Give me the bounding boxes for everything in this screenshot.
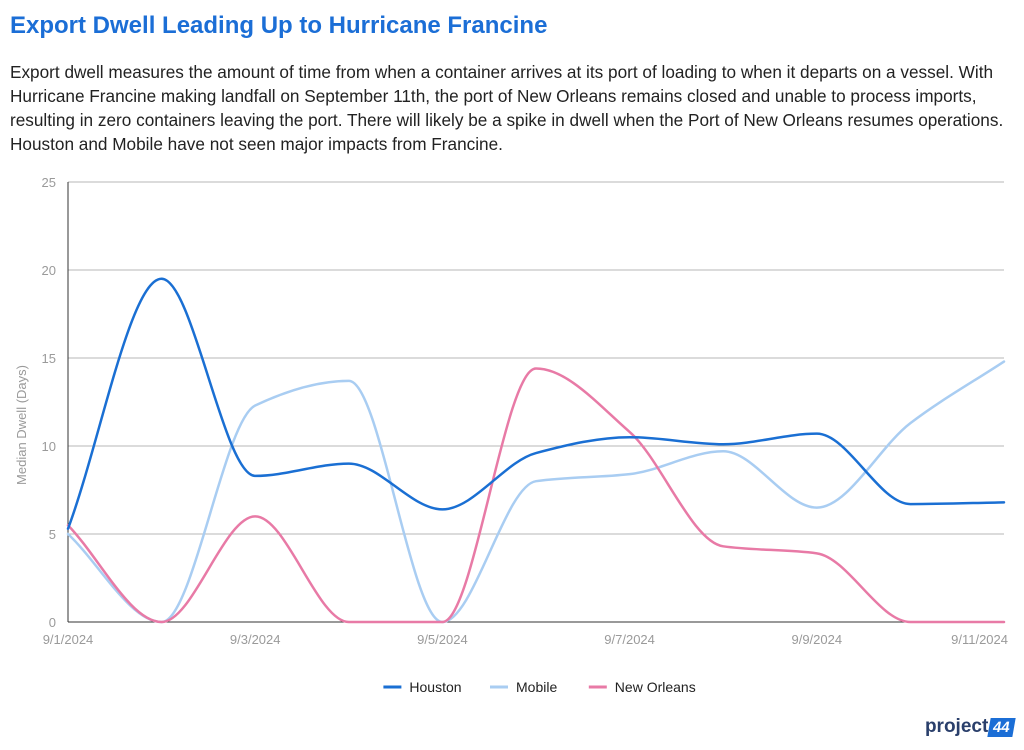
y-axis-label: Median Dwell (Days) — [14, 365, 29, 485]
legend-item-mobile[interactable]: Mobile — [490, 679, 557, 695]
x-tick-label: 9/3/2024 — [230, 632, 281, 647]
y-tick-label: 20 — [42, 263, 56, 278]
y-tick-label: 0 — [49, 615, 56, 630]
chart-description: Export dwell measures the amount of time… — [10, 62, 1004, 154]
x-tick-label: 9/5/2024 — [417, 632, 468, 647]
x-tick-label: 9/9/2024 — [791, 632, 842, 647]
legend-label: Houston — [409, 679, 461, 695]
y-tick-label: 15 — [42, 351, 56, 366]
chart-title: Export Dwell Leading Up to Hurricane Fra… — [10, 12, 548, 39]
legend-item-new-orleans[interactable]: New Orleans — [588, 679, 696, 695]
y-tick-label: 5 — [49, 527, 56, 542]
x-tick-label: 9/11/2024 — [951, 632, 1008, 647]
x-tick-label: 9/7/2024 — [604, 632, 655, 647]
series-line-mobile — [66, 360, 1006, 624]
legend-label: Mobile — [516, 679, 557, 695]
y-tick-label: 25 — [42, 175, 56, 190]
series-line-new-orleans — [66, 367, 1006, 624]
legend: Houston Mobile New Orleans — [383, 679, 696, 695]
x-tick-label: 9/1/2024 — [43, 632, 94, 647]
y-axis-ticks: 0 5 10 15 20 25 — [42, 175, 56, 630]
series-lines — [66, 277, 1006, 624]
y-tick-label: 10 — [42, 439, 56, 454]
logo-badge: 44 — [987, 717, 1016, 737]
logo-text: project — [924, 716, 989, 737]
x-axis-ticks: 9/1/2024 9/3/2024 9/5/2024 9/7/2024 9/9/2024… — [43, 632, 1008, 647]
project44-logo: project 44 — [924, 716, 1016, 738]
gridlines — [67, 181, 1004, 623]
series-line-houston — [66, 277, 1006, 530]
legend-label: New Orleans — [615, 679, 696, 695]
legend-item-houston[interactable]: Houston — [383, 679, 462, 695]
